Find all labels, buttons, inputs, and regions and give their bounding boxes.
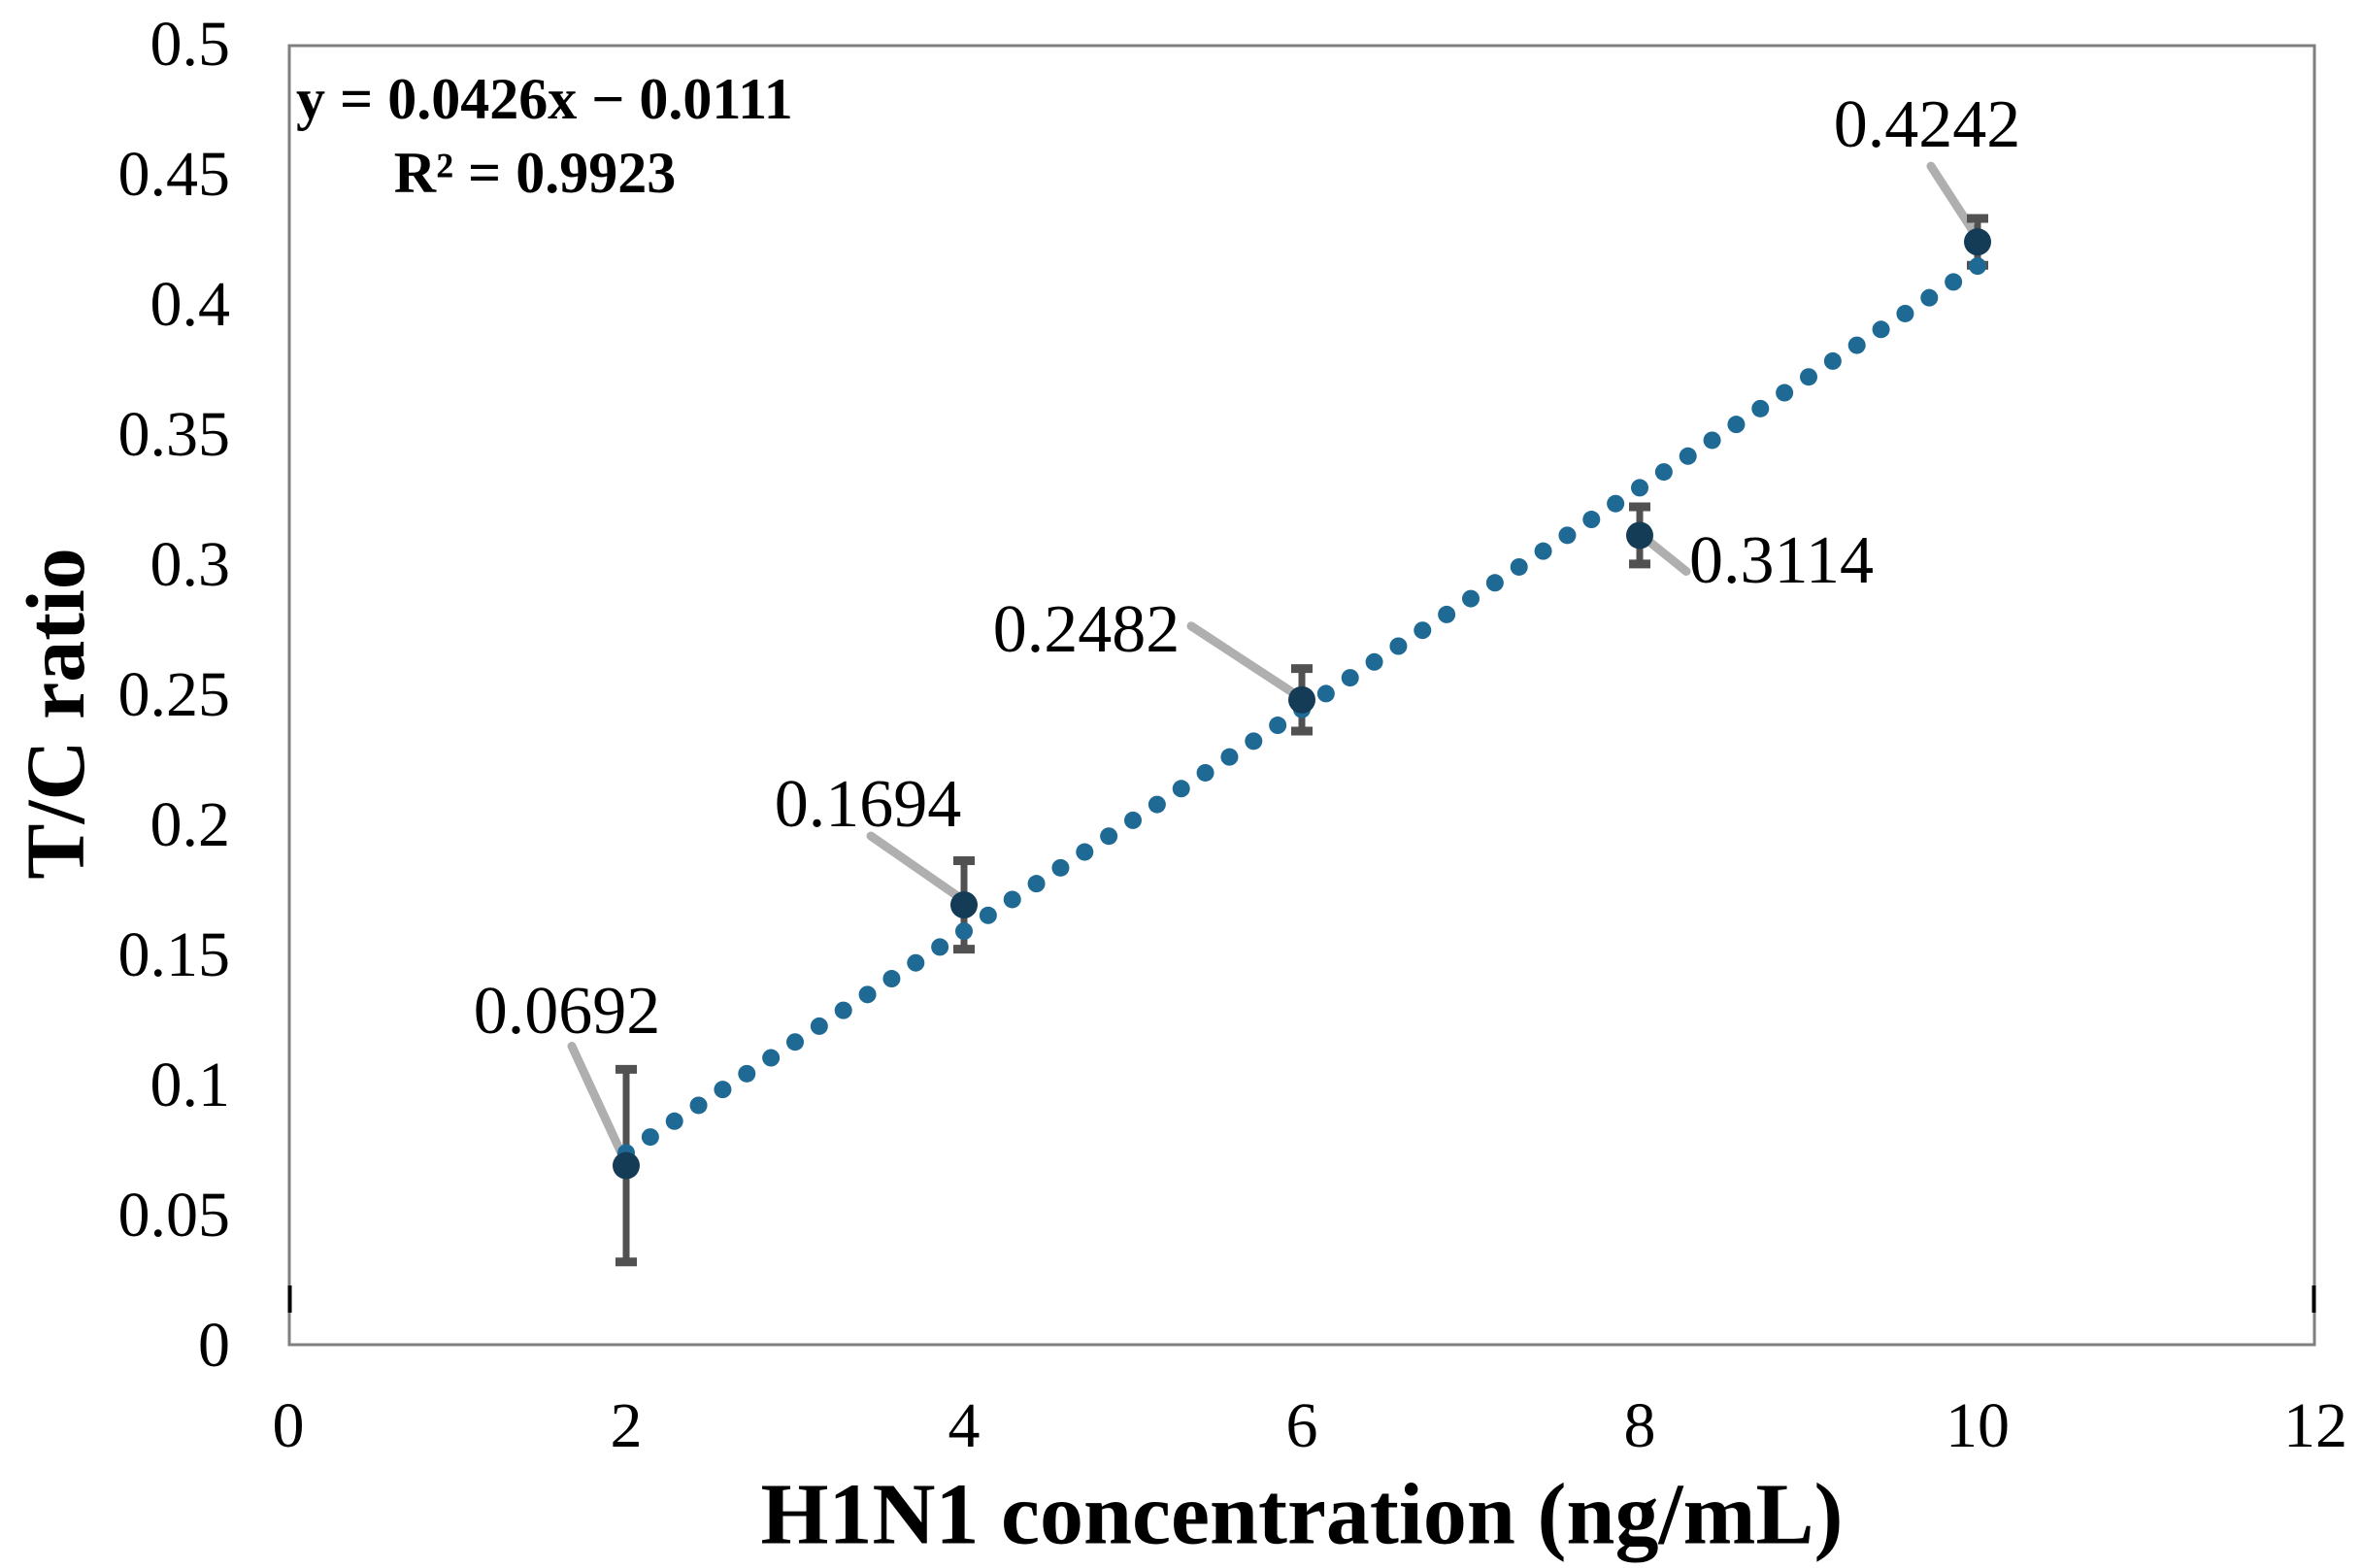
trendline-dot bbox=[1172, 780, 1190, 798]
y-tick-label: 0.5 bbox=[150, 9, 231, 80]
trendline-dot bbox=[1051, 858, 1070, 877]
trendline-dot bbox=[1969, 257, 1986, 276]
trendline-dot bbox=[1462, 589, 1480, 608]
trendline-dot bbox=[1776, 384, 1794, 402]
y-tick-label: 0.35 bbox=[117, 399, 231, 470]
trendline-dot bbox=[786, 1033, 804, 1051]
trendline-dot bbox=[1945, 273, 1963, 291]
trendline-dot bbox=[1485, 574, 1504, 592]
trendline-dot bbox=[714, 1081, 732, 1099]
data-point-marker bbox=[1964, 228, 1991, 256]
trendline-equation: y = 0.0426x − 0.0111 bbox=[296, 67, 793, 131]
trendline-dot bbox=[641, 1128, 659, 1147]
trendline-dot bbox=[979, 906, 997, 924]
trendline-dot bbox=[1872, 320, 1890, 339]
trendline-dot bbox=[1558, 526, 1577, 545]
trendline-dot bbox=[1679, 447, 1697, 465]
trendline-dot bbox=[1751, 399, 1770, 417]
trendline-dot bbox=[858, 985, 877, 1004]
trendline-dot bbox=[1389, 637, 1408, 655]
trendline-dot bbox=[1510, 557, 1528, 576]
trendline-dot bbox=[1027, 875, 1046, 893]
trendline-dot bbox=[1727, 416, 1746, 434]
y-tick-label: 0 bbox=[198, 1310, 230, 1381]
x-tick-label: 6 bbox=[1285, 1390, 1318, 1461]
trendline-dot bbox=[1607, 494, 1625, 513]
trendline-dot bbox=[1414, 621, 1432, 640]
trendline-dot bbox=[1631, 479, 1648, 497]
trendline-dot bbox=[1124, 811, 1142, 829]
trendline-dot bbox=[1003, 890, 1021, 909]
trendline-equation-block: y = 0.0426x − 0.0111 R² = 0.9923 bbox=[296, 62, 793, 210]
data-point-marker bbox=[1626, 521, 1653, 550]
data-point-label: 0.1694 bbox=[774, 767, 962, 842]
trendline-dot bbox=[955, 922, 973, 941]
trendline-dot bbox=[1438, 605, 1456, 623]
trendline-dot bbox=[810, 1017, 828, 1035]
y-tick-label: 0.25 bbox=[117, 659, 231, 730]
data-point-marker bbox=[613, 1151, 640, 1180]
trendline-dot bbox=[1076, 843, 1094, 861]
data-point-label: 0.0692 bbox=[473, 973, 661, 1049]
y-tick-label: 0.45 bbox=[117, 139, 231, 210]
y-tick-label: 0.15 bbox=[117, 919, 231, 990]
r-squared-value: R² = 0.9923 bbox=[393, 141, 677, 205]
y-tick-label: 0.05 bbox=[117, 1180, 231, 1251]
trendline-dot bbox=[1800, 368, 1817, 386]
x-tick-label: 10 bbox=[1946, 1390, 2010, 1461]
trendline-dot bbox=[1534, 542, 1552, 560]
trendline-dot bbox=[1654, 463, 1673, 482]
trendline-dot bbox=[882, 970, 901, 988]
trendline-dot bbox=[1196, 763, 1214, 782]
label-leader-line bbox=[866, 831, 971, 907]
x-tick-label: 12 bbox=[2283, 1390, 2347, 1461]
trendline-dot bbox=[762, 1049, 781, 1067]
trendline-dot bbox=[1847, 336, 1866, 354]
trendline-dot bbox=[1269, 717, 1287, 735]
x-axis-title: H1N1 concentration (ng/mL) bbox=[760, 1466, 1844, 1563]
x-tick-label: 2 bbox=[610, 1390, 643, 1461]
x-tick-label: 0 bbox=[272, 1390, 305, 1461]
trendline-dot bbox=[834, 1001, 852, 1019]
y-tick-label: 0.4 bbox=[150, 269, 231, 340]
x-tick-label: 4 bbox=[948, 1390, 981, 1461]
label-leader-line bbox=[1186, 621, 1309, 705]
y-tick-label: 0.2 bbox=[150, 789, 231, 860]
trendline-dot bbox=[1148, 795, 1166, 814]
label-leader-line bbox=[1926, 161, 1982, 243]
plot-border bbox=[287, 44, 2316, 1347]
y-tick-label: 0.3 bbox=[150, 529, 231, 600]
trendline-dot bbox=[1341, 669, 1359, 687]
trendline-dot bbox=[1220, 748, 1239, 766]
data-point-label: 0.3114 bbox=[1689, 523, 1874, 599]
trendline-dot bbox=[738, 1064, 756, 1083]
data-point-label: 0.2482 bbox=[992, 591, 1181, 667]
data-point-marker bbox=[1288, 685, 1315, 714]
trendline-dot bbox=[1100, 827, 1118, 846]
trendline-dot bbox=[1245, 732, 1263, 751]
trendline-dot bbox=[1582, 511, 1601, 529]
trendline-dot bbox=[1365, 652, 1383, 671]
trendline-dot bbox=[1703, 431, 1721, 450]
trendline-dot bbox=[931, 938, 949, 956]
trendline-dot bbox=[1920, 288, 1939, 307]
data-point-marker bbox=[950, 891, 978, 919]
trendline-dot bbox=[1896, 304, 1914, 322]
trendline-dot bbox=[665, 1112, 683, 1130]
trendline-dot bbox=[1316, 684, 1335, 703]
trendline-dot bbox=[1823, 351, 1842, 370]
data-point-label: 0.4242 bbox=[1833, 87, 2021, 163]
y-tick-label: 0.1 bbox=[150, 1050, 231, 1120]
x-tick-label: 8 bbox=[1623, 1390, 1656, 1461]
trendline-dot bbox=[907, 953, 925, 972]
trendline-dot bbox=[689, 1096, 708, 1115]
label-leader-line bbox=[567, 1042, 631, 1169]
